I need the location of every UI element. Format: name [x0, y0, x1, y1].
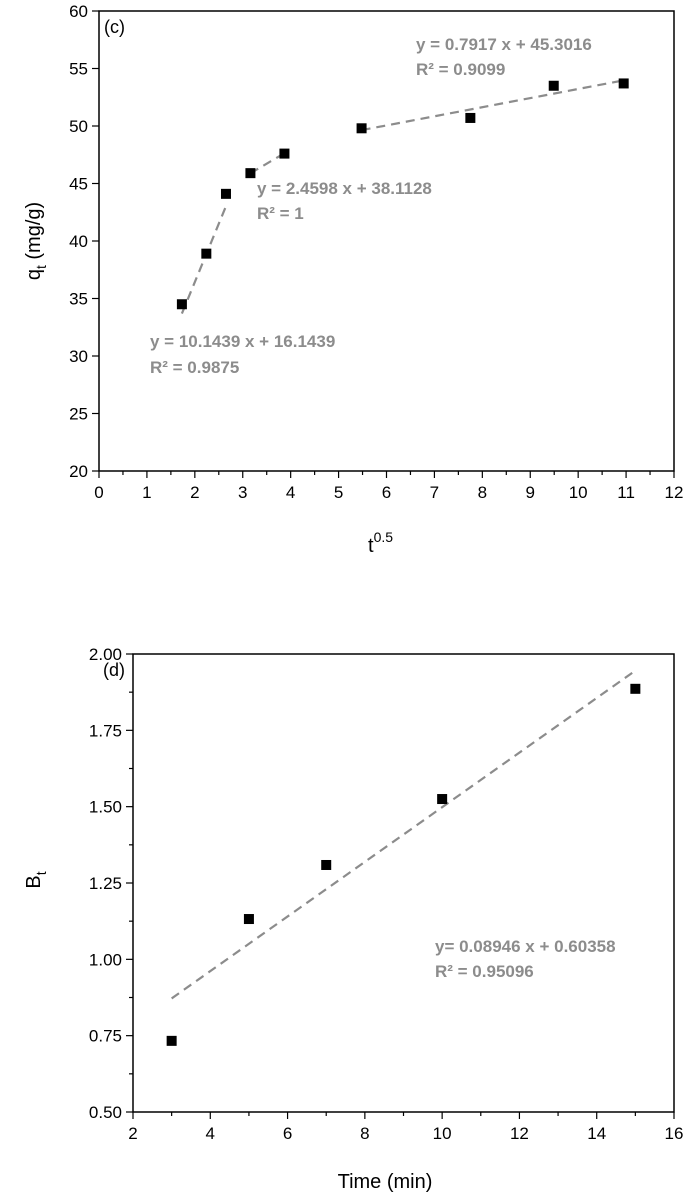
x-tick-label: 12	[510, 1124, 529, 1143]
fit-line	[361, 79, 624, 132]
x-axis-title-c: t0.5	[368, 529, 393, 557]
x-tick-label: 8	[360, 1124, 369, 1143]
x-axis-title-c-base: t	[368, 535, 374, 557]
x-tick-label: 16	[665, 1124, 684, 1143]
y-tick-label: 55	[69, 60, 88, 79]
y-axis-d: 0.50 0.75 1.00 1.25 1.50 1.75 2.00	[89, 645, 133, 1122]
y-axis-title-c-sub: t	[33, 265, 49, 269]
fit-line	[180, 205, 227, 314]
fit-equation-c2: y = 2.4598 x + 38.1128	[257, 179, 432, 198]
x-tick-label: 7	[430, 483, 439, 502]
data-point	[465, 112, 476, 123]
y-tick-label: 0.75	[89, 1027, 122, 1046]
data-point	[243, 914, 254, 925]
x-tick-label: 4	[206, 1124, 215, 1143]
x-tick-label: 11	[617, 483, 635, 502]
x-tick-label: 2	[128, 1124, 137, 1143]
data-point	[548, 80, 559, 91]
data-points-d	[166, 683, 641, 1046]
data-point	[279, 148, 290, 159]
x-tick-label: 14	[587, 1124, 606, 1143]
y-tick-label: 25	[69, 405, 88, 424]
x-axis-title-d: Time (min)	[338, 1171, 433, 1193]
y-axis-title-c: qt (mg/g)	[23, 202, 49, 280]
fit-r2-c3: R² = 0.9099	[416, 60, 505, 79]
x-tick-label: 12	[665, 483, 684, 502]
fit-lines-d	[171, 669, 636, 1000]
y-axis-title-d: Bt	[23, 871, 49, 888]
chart-panel-d: 2 4 6 8 10 12 14 16 0.50 0.75 1.00 1.25 1.50 1.75 2.0…	[23, 645, 683, 1193]
panel-label-c: (c)	[104, 17, 125, 37]
y-tick-label: 30	[69, 347, 88, 366]
x-tick-label: 0	[94, 483, 103, 502]
data-point	[618, 78, 629, 89]
fit-equation-c3: y = 0.7917 x + 45.3016	[416, 35, 592, 54]
x-tick-label: 2	[190, 483, 199, 502]
fit-line	[249, 152, 285, 175]
y-tick-label: 1.00	[89, 950, 122, 969]
y-axis-c: 20 25 30 35 40 45 50 55 60	[69, 2, 99, 481]
y-tick-label: 35	[69, 290, 88, 309]
y-tick-label: 40	[69, 232, 88, 251]
fit-r2-c1: R² = 0.9875	[150, 358, 239, 377]
x-tick-label: 8	[478, 483, 487, 502]
x-tick-label: 10	[433, 1124, 452, 1143]
fit-r2-d1: R² = 0.95096	[435, 962, 534, 981]
x-tick-label: 4	[286, 483, 295, 502]
y-tick-label: 1.50	[89, 798, 122, 817]
plot-frame-d	[132, 653, 675, 1113]
fit-equation-d1: y= 0.08946 x + 0.60358	[435, 937, 616, 956]
x-tick-label: 6	[283, 1124, 292, 1143]
y-tick-label: 60	[69, 2, 88, 21]
x-tick-label: 6	[382, 483, 391, 502]
data-point	[630, 683, 641, 694]
y-axis-title-c-unit: (mg/g)	[23, 202, 45, 265]
x-tick-label: 1	[142, 483, 151, 502]
plot-frame-c	[98, 10, 675, 472]
fit-r2-c2: R² = 1	[257, 204, 304, 223]
data-point	[437, 794, 448, 805]
x-axis-c: 0 1 2 3 4 5 6 7 8 9 10 11 12	[94, 471, 683, 502]
y-tick-label: 20	[69, 462, 88, 481]
data-point	[176, 299, 187, 310]
fit-equation-c1: y = 10.1439 x + 16.1439	[150, 332, 335, 351]
fit-lines-c	[180, 79, 624, 314]
y-tick-label: 45	[69, 175, 88, 194]
x-tick-label: 5	[334, 483, 343, 502]
y-axis-title-d-base: B	[23, 875, 45, 888]
fit-line	[171, 669, 636, 1000]
y-tick-label: 1.25	[89, 874, 122, 893]
x-axis-title-c-sup: 0.5	[374, 529, 394, 545]
panel-label-d: (d)	[103, 660, 125, 680]
y-axis-title-c-base: q	[23, 269, 45, 280]
data-points-c	[176, 78, 629, 310]
y-tick-label: 1.75	[89, 721, 122, 740]
data-point	[201, 248, 212, 259]
x-tick-label: 9	[526, 483, 535, 502]
data-point	[245, 168, 256, 179]
data-point	[321, 859, 332, 870]
y-tick-label: 0.50	[89, 1103, 122, 1122]
y-axis-title-d-sub: t	[33, 871, 49, 875]
data-point	[166, 1035, 177, 1046]
x-tick-label: 3	[238, 483, 247, 502]
x-tick-label: 10	[569, 483, 588, 502]
data-point	[356, 123, 367, 134]
data-point	[220, 188, 231, 199]
y-tick-label: 2.00	[89, 645, 122, 664]
y-tick-label: 50	[69, 117, 88, 136]
x-axis-d: 2 4 6 8 10 12 14 16	[128, 1112, 683, 1143]
